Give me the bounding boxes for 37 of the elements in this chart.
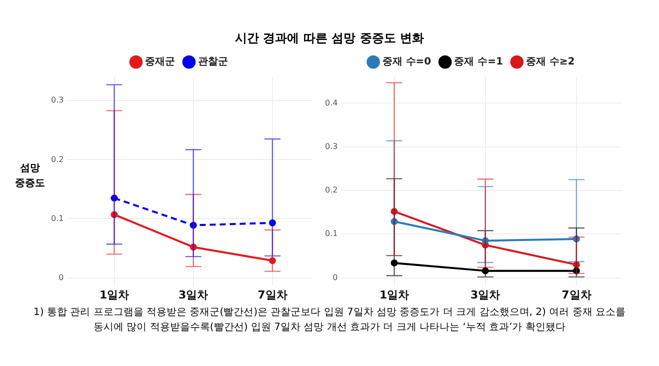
point [190,222,197,229]
point [190,244,197,251]
x-tick-label: 3일차 [470,288,500,302]
y-tick-label: 0 [332,272,338,282]
y-tick-label: 0.2 [50,154,64,164]
x-tick-label: 7일차 [258,288,288,302]
point [572,267,580,274]
y-tick-label: 0.2 [324,186,338,195]
text: 1) 통합 관리 프로그램을 적용받은 중재군(빨간선)은 관찰군보다 입원 7일차 섬망 중증도가 더 크게 감소했으며, 2) 여러 중재 요소를 동시에 많이 적용받을수록(빨간선) 입원 7일차 섬망 개선 효과가 더 크게 나타나는 ‘누적 효과’가 확인됐다 [32,306,626,335]
legend-label: 관찰군 [198,56,228,68]
legend-label: 중재 수≥2 [526,56,575,68]
point [110,194,118,202]
point [572,261,580,268]
legend-label: 중재 수=0 [382,56,432,68]
point [390,208,398,215]
x-tick-label: 1일차 [99,288,130,302]
y-tick-label: 0.1 [50,214,64,223]
legend-label: 중재군 [145,56,175,68]
point [390,259,398,266]
point [482,267,489,274]
x-tick-label: 7일차 [562,288,592,302]
point [390,218,398,225]
y-tick-label: 0.3 [50,96,64,105]
y-tick-label: 0 [58,272,64,282]
legend-label: 중재 수=1 [454,56,503,68]
y-tick-label: 0.4 [324,98,338,108]
point [572,235,580,242]
y-tick-label: 0.1 [324,229,338,238]
chart-title: 시간 경과에 따른 섬망 중증도 변화 [234,30,425,47]
x-tick-label: 3일차 [178,288,208,302]
y-tick-label: 0.3 [324,142,338,151]
x-tick-label: 1일차 [379,288,410,302]
point [268,219,276,226]
point [268,257,276,264]
point [482,237,489,244]
y-axis-title: 섬망 중증도 [14,162,46,191]
point [110,211,118,218]
